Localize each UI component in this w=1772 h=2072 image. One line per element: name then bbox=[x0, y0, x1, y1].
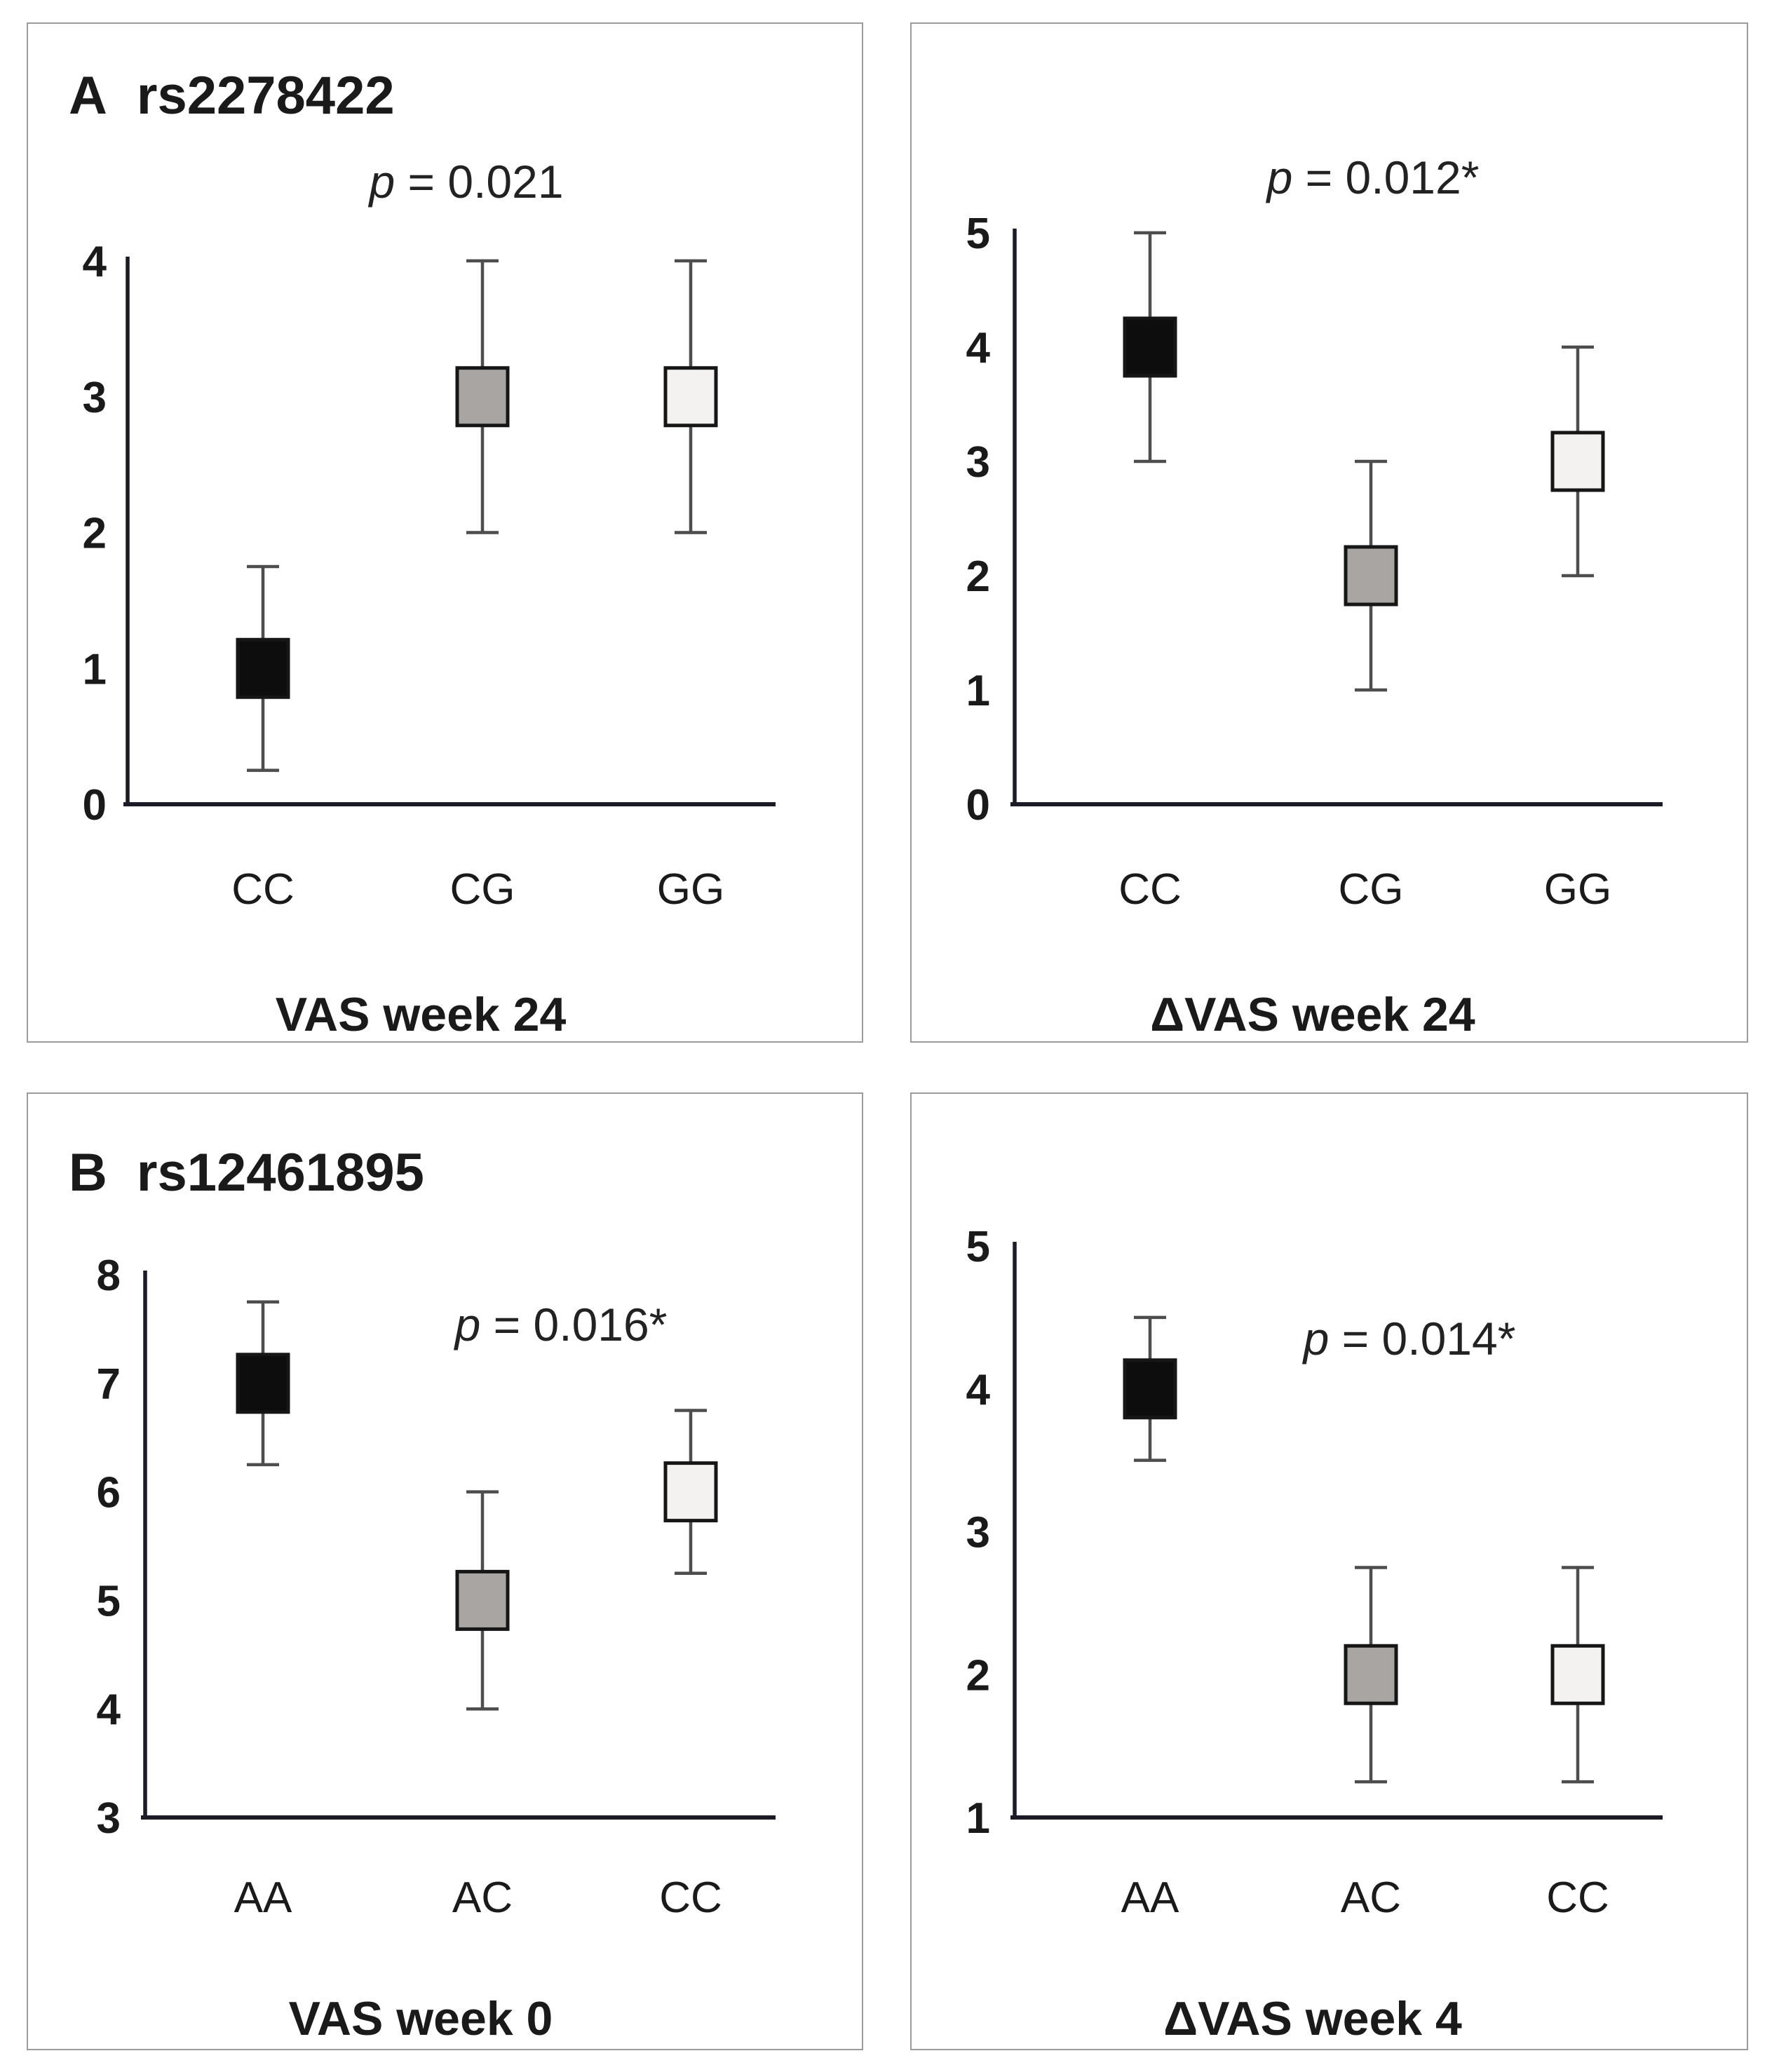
y-tick-label: 0 bbox=[966, 781, 990, 830]
y-tick-label: 4 bbox=[83, 238, 107, 286]
y-tick-label: 5 bbox=[966, 210, 990, 258]
marker-square bbox=[1550, 1644, 1605, 1705]
marker-square bbox=[1123, 1358, 1177, 1420]
y-tick-label: 0 bbox=[83, 781, 107, 830]
category-label: CG bbox=[450, 865, 515, 914]
category-label: AC bbox=[452, 1874, 513, 1922]
chart-canvas-a-delta-vas-week-24: p = 0.012* 0 1 2 3 4 5 CC CG GG ΔVAS week 24 bbox=[966, 151, 1663, 1041]
category-label: CC bbox=[231, 865, 295, 914]
y-tick-label: 1 bbox=[966, 1794, 990, 1843]
y-tick-label: 5 bbox=[966, 1223, 990, 1271]
y-tick-label: 3 bbox=[966, 1509, 990, 1557]
y-tick-label: 6 bbox=[97, 1469, 121, 1517]
y-tick-label: 4 bbox=[97, 1686, 121, 1734]
panel-b-delta-vas-week-4: p = 0.014* 1 2 3 4 5 AA AC CC ΔVAS week 4 bbox=[910, 1092, 1748, 2050]
p-value-label: p = 0.014* bbox=[1302, 1313, 1516, 1365]
p-value-label: p = 0.012* bbox=[1266, 151, 1480, 203]
y-tick-label: 4 bbox=[966, 324, 991, 372]
marker-square bbox=[1344, 1644, 1398, 1705]
marker-square bbox=[1344, 545, 1398, 607]
y-tick-label: 5 bbox=[97, 1577, 121, 1625]
category-label: GG bbox=[1544, 865, 1611, 914]
y-tick-label: 4 bbox=[966, 1366, 991, 1414]
y-tick-label: 1 bbox=[966, 667, 990, 715]
marker-square bbox=[455, 366, 510, 428]
y-tick-label: 3 bbox=[83, 374, 107, 422]
category-label: CC bbox=[1546, 1874, 1609, 1922]
category-label: CC bbox=[659, 1874, 722, 1922]
marker-square bbox=[1123, 316, 1177, 378]
y-tick-label: 7 bbox=[97, 1360, 121, 1409]
x-axis-title: ΔVAS week 24 bbox=[1150, 988, 1475, 1041]
y-tick-label: 2 bbox=[966, 553, 990, 601]
p-value-label: p = 0.016* bbox=[454, 1299, 668, 1350]
marker-square bbox=[663, 366, 718, 428]
panel-a-delta-vas-week-24: p = 0.012* 0 1 2 3 4 5 CC CG GG ΔVAS week 24 bbox=[910, 22, 1748, 1043]
x-axis-title: VAS week 0 bbox=[289, 1992, 553, 2045]
y-tick-label: 3 bbox=[966, 438, 990, 487]
category-label: AC bbox=[1341, 1874, 1401, 1922]
marker-square bbox=[236, 637, 290, 699]
y-tick-label: 2 bbox=[966, 1651, 990, 1700]
marker-square bbox=[1550, 431, 1605, 492]
category-label: AA bbox=[234, 1874, 292, 1922]
x-axis-title: VAS week 24 bbox=[276, 988, 567, 1041]
category-label: CC bbox=[1118, 865, 1182, 914]
x-axis-title: ΔVAS week 4 bbox=[1163, 1992, 1462, 2045]
category-label: AA bbox=[1121, 1874, 1179, 1922]
y-tick-label: 8 bbox=[97, 1252, 121, 1300]
p-value-label: p = 0.021 bbox=[367, 156, 563, 208]
category-label: GG bbox=[657, 865, 724, 914]
chart-canvas-b-delta-vas-week-4: p = 0.014* 1 2 3 4 5 AA AC CC ΔVAS week 4 bbox=[966, 1223, 1663, 2045]
y-tick-label: 2 bbox=[83, 510, 107, 558]
marker-square bbox=[663, 1461, 718, 1523]
y-tick-label: 1 bbox=[83, 645, 107, 693]
y-tick-label: 3 bbox=[97, 1794, 121, 1843]
marker-square bbox=[236, 1353, 290, 1414]
category-label: CG bbox=[1339, 865, 1404, 914]
marker-square bbox=[455, 1569, 510, 1631]
